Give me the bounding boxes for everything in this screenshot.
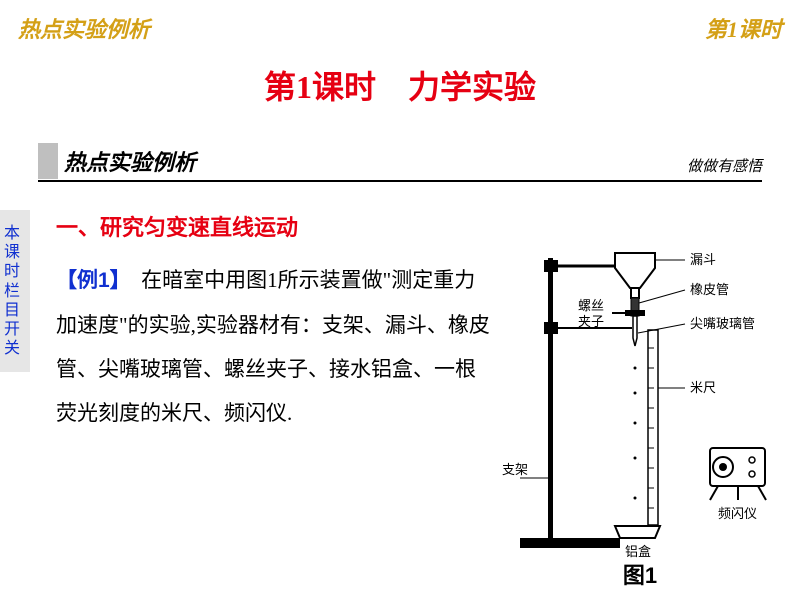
label-al-box: 铝盒 [625, 544, 651, 559]
section-underline [38, 180, 762, 182]
sidebar-tab-label: 本课时栏目开关 [4, 224, 24, 358]
figure-diagram: 漏斗 橡皮管 螺丝 夹子 尖嘴玻璃管 米尺 支架 铝盒 频闪仪 图1 [500, 238, 780, 588]
funnel-neck [631, 288, 639, 298]
funnel-shape [615, 253, 655, 288]
label-glass-tube: 尖嘴玻璃管 [690, 316, 755, 331]
label-screw-clip-2: 夹子 [578, 314, 604, 329]
section-bar: 热点实验例析 做做有感悟 [38, 142, 762, 180]
apparatus-svg: 漏斗 橡皮管 螺丝 夹子 尖嘴玻璃管 米尺 支架 铝盒 频闪仪 [500, 238, 780, 563]
section-block-decor [38, 143, 58, 179]
content-area: 一、研究匀变速直线运动 【例1】 在暗室中用图1所示装置做"测定重力加速度"的实… [56, 210, 494, 435]
heading-one: 一、研究匀变速直线运动 [56, 210, 494, 242]
label-ruler: 米尺 [690, 380, 716, 395]
header-right: 第1课时 [705, 12, 782, 44]
example-label: 【例1】 [56, 269, 120, 292]
label-screw-clip-1: 螺丝 [578, 298, 604, 313]
label-strobe: 频闪仪 [718, 506, 757, 521]
section-label: 热点实验例析 [64, 145, 196, 177]
al-box-shape [615, 526, 660, 538]
sidebar-tab[interactable]: 本课时栏目开关 [0, 210, 30, 372]
page-title: 第1课时 力学实验 [0, 62, 800, 108]
label-funnel: 漏斗 [690, 252, 716, 267]
clamp-boss-top [544, 260, 558, 272]
body-text: 在暗室中用图1所示装置做"测定重力加速度"的实验,实验器材有：支架、漏斗、橡皮管… [56, 268, 490, 425]
figure-caption: 图1 [500, 558, 780, 590]
section-subtitle: 做做有感悟 [687, 155, 762, 176]
label-stand: 支架 [502, 462, 528, 477]
clamp-boss-lower [544, 322, 558, 334]
header-left: 热点实验例析 [18, 12, 150, 44]
stand-base [520, 538, 620, 548]
glass-tube-shape [633, 316, 637, 346]
stand-rod [548, 258, 553, 540]
label-rubber-tube: 橡皮管 [690, 282, 729, 297]
example-text: 【例1】 在暗室中用图1所示装置做"测定重力加速度"的实验,实验器材有：支架、漏… [56, 258, 494, 435]
screw-clip-shape [625, 310, 645, 316]
